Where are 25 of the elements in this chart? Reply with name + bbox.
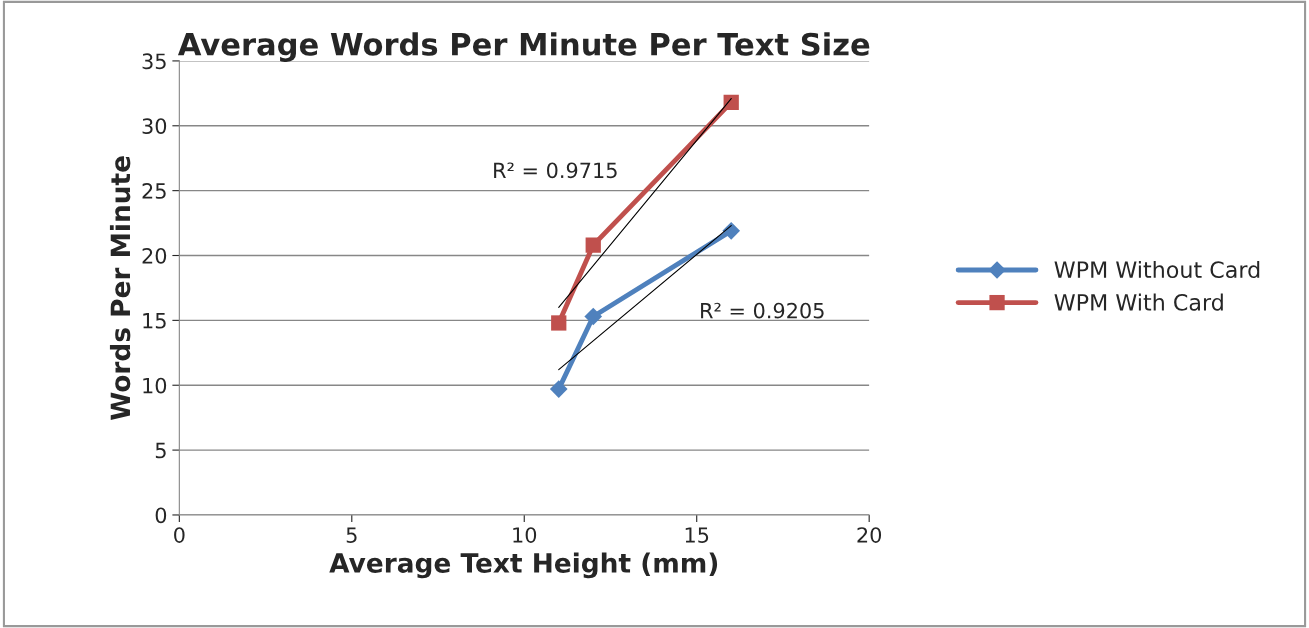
x-tick-label: 10 <box>513 527 537 543</box>
y-tick-label: 25 <box>142 183 166 199</box>
annotation: R² = 0.9715 <box>494 162 617 179</box>
y-axis-title: Words Per Minute <box>109 156 131 421</box>
y-tick-label: 35 <box>142 53 166 70</box>
point <box>585 237 601 253</box>
legend-label: WPM Without Card <box>1054 260 1260 279</box>
chart-title: Average Words Per Minute Per Text Size <box>177 32 870 62</box>
y-tick-label: 0 <box>155 507 167 524</box>
y-tick-label: 15 <box>143 313 166 329</box>
x-tick-label: 20 <box>857 527 882 543</box>
point <box>549 380 568 398</box>
x-tick-label: 0 <box>174 527 185 543</box>
y-tick-label: 30 <box>142 118 167 134</box>
x-axis-title: Average Text Height (mm) <box>329 552 718 579</box>
legend-label: WPM With Card <box>1054 293 1223 311</box>
y-tick-label: 5 <box>155 442 166 459</box>
point <box>584 307 603 326</box>
point <box>723 94 739 111</box>
point <box>551 315 567 331</box>
annotation: R² = 0.9205 <box>701 302 824 319</box>
y-tick-label: 20 <box>142 247 167 264</box>
y-tick-label: 10 <box>143 377 167 394</box>
x-tick-label: 15 <box>685 527 709 543</box>
x-tick-label: 5 <box>346 527 357 543</box>
